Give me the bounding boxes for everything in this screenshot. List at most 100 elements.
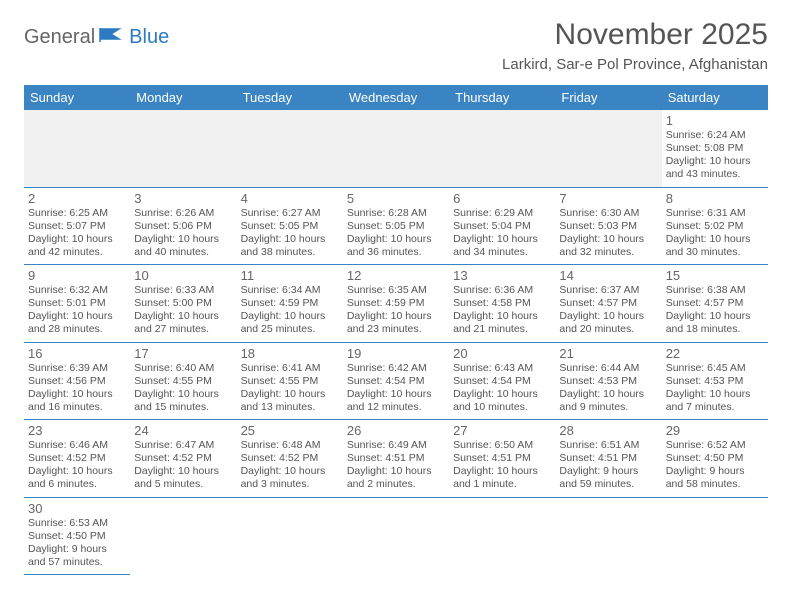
day-detail: and 59 minutes.: [559, 478, 657, 491]
day-detail: Daylight: 10 hours: [134, 388, 232, 401]
day-detail: Sunrise: 6:30 AM: [559, 207, 657, 220]
day-detail: and 30 minutes.: [666, 246, 764, 259]
day-detail: and 3 minutes.: [241, 478, 339, 491]
weekday-header: Monday: [130, 85, 236, 110]
day-detail: Daylight: 10 hours: [559, 310, 657, 323]
calendar-cell: 23Sunrise: 6:46 AMSunset: 4:52 PMDayligh…: [24, 420, 130, 498]
day-detail: Sunset: 4:53 PM: [666, 375, 764, 388]
day-detail: Sunset: 4:54 PM: [347, 375, 445, 388]
calendar-cell: 2Sunrise: 6:25 AMSunset: 5:07 PMDaylight…: [24, 187, 130, 265]
calendar-cell: 8Sunrise: 6:31 AMSunset: 5:02 PMDaylight…: [662, 187, 768, 265]
day-number: 25: [241, 423, 339, 438]
day-number: 27: [453, 423, 551, 438]
day-detail: Daylight: 10 hours: [666, 310, 764, 323]
day-detail: Sunset: 4:51 PM: [559, 452, 657, 465]
calendar-cell: 5Sunrise: 6:28 AMSunset: 5:05 PMDaylight…: [343, 187, 449, 265]
day-number: 12: [347, 268, 445, 283]
calendar-cell: 17Sunrise: 6:40 AMSunset: 4:55 PMDayligh…: [130, 342, 236, 420]
calendar-week: 16Sunrise: 6:39 AMSunset: 4:56 PMDayligh…: [24, 342, 768, 420]
calendar-cell: [237, 497, 343, 575]
calendar-cell: 21Sunrise: 6:44 AMSunset: 4:53 PMDayligh…: [555, 342, 661, 420]
day-detail: Sunset: 5:06 PM: [134, 220, 232, 233]
day-detail: and 13 minutes.: [241, 401, 339, 414]
day-detail: Daylight: 10 hours: [134, 310, 232, 323]
day-detail: Sunrise: 6:42 AM: [347, 362, 445, 375]
calendar-cell: [343, 497, 449, 575]
calendar-cell: 6Sunrise: 6:29 AMSunset: 5:04 PMDaylight…: [449, 187, 555, 265]
day-number: 7: [559, 191, 657, 206]
calendar-cell: 22Sunrise: 6:45 AMSunset: 4:53 PMDayligh…: [662, 342, 768, 420]
day-detail: and 28 minutes.: [28, 323, 126, 336]
calendar-cell: 13Sunrise: 6:36 AMSunset: 4:58 PMDayligh…: [449, 265, 555, 343]
day-detail: Daylight: 10 hours: [241, 310, 339, 323]
day-detail: Sunset: 4:51 PM: [453, 452, 551, 465]
day-number: 9: [28, 268, 126, 283]
day-detail: Sunrise: 6:47 AM: [134, 439, 232, 452]
day-detail: and 10 minutes.: [453, 401, 551, 414]
day-detail: and 40 minutes.: [134, 246, 232, 259]
day-detail: Daylight: 10 hours: [241, 465, 339, 478]
day-detail: and 21 minutes.: [453, 323, 551, 336]
day-detail: and 34 minutes.: [453, 246, 551, 259]
day-number: 23: [28, 423, 126, 438]
day-number: 4: [241, 191, 339, 206]
day-detail: Daylight: 10 hours: [134, 233, 232, 246]
day-detail: and 18 minutes.: [666, 323, 764, 336]
day-detail: Sunrise: 6:35 AM: [347, 284, 445, 297]
day-detail: Sunrise: 6:25 AM: [28, 207, 126, 220]
day-detail: Sunset: 4:57 PM: [559, 297, 657, 310]
day-detail: Sunrise: 6:41 AM: [241, 362, 339, 375]
logo-text-blue: Blue: [129, 26, 169, 49]
calendar-cell: 19Sunrise: 6:42 AMSunset: 4:54 PMDayligh…: [343, 342, 449, 420]
calendar-week: 23Sunrise: 6:46 AMSunset: 4:52 PMDayligh…: [24, 420, 768, 498]
day-number: 22: [666, 346, 764, 361]
day-detail: Sunset: 4:55 PM: [241, 375, 339, 388]
day-detail: Sunrise: 6:43 AM: [453, 362, 551, 375]
calendar-cell: [237, 110, 343, 187]
calendar-cell: [555, 497, 661, 575]
day-detail: Daylight: 10 hours: [28, 388, 126, 401]
day-detail: Sunset: 5:01 PM: [28, 297, 126, 310]
calendar-cell: 7Sunrise: 6:30 AMSunset: 5:03 PMDaylight…: [555, 187, 661, 265]
calendar-cell: [24, 110, 130, 187]
day-detail: Sunset: 4:52 PM: [134, 452, 232, 465]
day-detail: and 20 minutes.: [559, 323, 657, 336]
day-detail: Sunrise: 6:51 AM: [559, 439, 657, 452]
flag-icon: [99, 26, 125, 49]
day-number: 29: [666, 423, 764, 438]
day-number: 28: [559, 423, 657, 438]
day-detail: Sunrise: 6:44 AM: [559, 362, 657, 375]
calendar-week: 30Sunrise: 6:53 AMSunset: 4:50 PMDayligh…: [24, 497, 768, 575]
weekday-header: Friday: [555, 85, 661, 110]
day-detail: and 2 minutes.: [347, 478, 445, 491]
day-detail: Sunrise: 6:38 AM: [666, 284, 764, 297]
day-detail: Sunset: 4:58 PM: [453, 297, 551, 310]
day-detail: Daylight: 10 hours: [666, 233, 764, 246]
day-detail: Sunrise: 6:36 AM: [453, 284, 551, 297]
day-detail: and 32 minutes.: [559, 246, 657, 259]
day-number: 26: [347, 423, 445, 438]
day-detail: Daylight: 10 hours: [347, 465, 445, 478]
day-number: 11: [241, 268, 339, 283]
day-detail: Sunrise: 6:45 AM: [666, 362, 764, 375]
day-detail: and 25 minutes.: [241, 323, 339, 336]
day-detail: Sunset: 4:52 PM: [28, 452, 126, 465]
day-detail: Sunset: 4:50 PM: [28, 530, 126, 543]
day-number: 15: [666, 268, 764, 283]
day-detail: Daylight: 10 hours: [453, 233, 551, 246]
calendar-cell: 18Sunrise: 6:41 AMSunset: 4:55 PMDayligh…: [237, 342, 343, 420]
weekday-header: Tuesday: [237, 85, 343, 110]
day-detail: Sunrise: 6:40 AM: [134, 362, 232, 375]
day-detail: Sunrise: 6:27 AM: [241, 207, 339, 220]
day-detail: Sunset: 4:59 PM: [347, 297, 445, 310]
day-detail: Sunset: 4:52 PM: [241, 452, 339, 465]
day-number: 10: [134, 268, 232, 283]
day-detail: Sunrise: 6:48 AM: [241, 439, 339, 452]
day-detail: Daylight: 9 hours: [28, 543, 126, 556]
calendar-cell: [449, 110, 555, 187]
day-detail: Daylight: 10 hours: [666, 388, 764, 401]
day-detail: and 7 minutes.: [666, 401, 764, 414]
calendar-cell: 16Sunrise: 6:39 AMSunset: 4:56 PMDayligh…: [24, 342, 130, 420]
day-detail: Sunset: 4:50 PM: [666, 452, 764, 465]
calendar-week: 9Sunrise: 6:32 AMSunset: 5:01 PMDaylight…: [24, 265, 768, 343]
